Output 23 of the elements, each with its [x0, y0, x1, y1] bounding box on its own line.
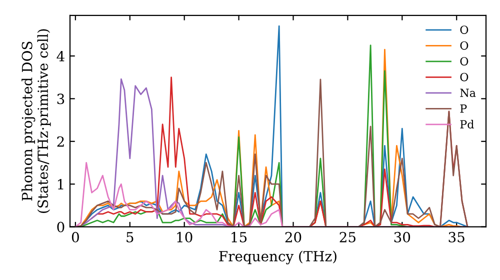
x-tick-label: 10 — [177, 232, 192, 242]
x-tick-label: 15 — [232, 232, 247, 242]
y-axis-title: Phonon projected DOS (States/THz·primitive cell) — [22, 29, 51, 213]
legend-label: O — [460, 57, 468, 66]
x-tick-label: 0 — [72, 232, 79, 242]
legend-label: P — [460, 104, 467, 113]
x-tick-label: 25 — [340, 232, 356, 242]
legend-label: O — [460, 41, 468, 50]
y-tick-label: 0 — [57, 222, 64, 232]
legend-label: Pd — [460, 120, 474, 129]
y-tick-label: 1 — [58, 179, 64, 190]
y-tick-label: 3 — [57, 94, 64, 104]
x-axis-title: Frequency (THz) — [219, 250, 336, 264]
y-tick-label: 2 — [57, 136, 64, 147]
line-series — [80, 78, 229, 227]
legend-label: O — [460, 72, 468, 82]
legend-label: Na — [460, 88, 476, 98]
x-tick-label: 35 — [448, 232, 464, 242]
x-tick-label: 5 — [126, 232, 134, 242]
legend-label: O — [460, 26, 468, 34]
y-tick-label: 4 — [56, 50, 64, 62]
x-tick-label: 20 — [285, 232, 302, 242]
x-tick-label: 30 — [394, 232, 410, 242]
